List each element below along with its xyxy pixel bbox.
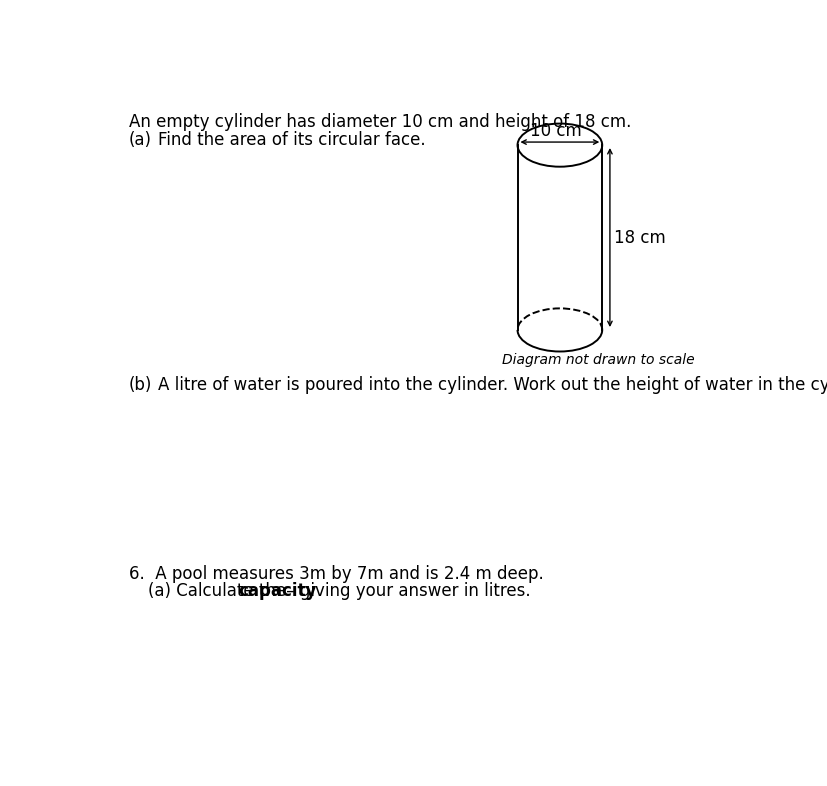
Text: A litre of water is poured into the cylinder. Work out the height of water in th: A litre of water is poured into the cyli… <box>158 376 827 394</box>
Text: 10 cm: 10 cm <box>529 122 581 140</box>
Text: Find the area of its circular face.: Find the area of its circular face. <box>158 131 425 149</box>
Text: 6.  A pool measures 3m by 7m and is 2.4 m deep.: 6. A pool measures 3m by 7m and is 2.4 m… <box>128 565 543 582</box>
Text: – giving your answer in litres.: – giving your answer in litres. <box>280 582 530 600</box>
Text: 18 cm: 18 cm <box>613 229 665 247</box>
Text: (a) Calculate the: (a) Calculate the <box>148 582 291 600</box>
Text: (a): (a) <box>128 131 151 149</box>
Text: (b): (b) <box>128 376 152 394</box>
Text: capacity: capacity <box>238 582 317 600</box>
Text: Diagram not drawn to scale: Diagram not drawn to scale <box>501 353 694 367</box>
Text: An empty cylinder has diameter 10 cm and height of 18 cm.: An empty cylinder has diameter 10 cm and… <box>128 113 630 130</box>
